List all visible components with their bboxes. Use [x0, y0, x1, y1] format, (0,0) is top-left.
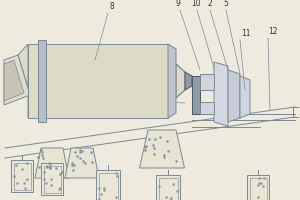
Bar — [38, 40, 46, 122]
Bar — [156, 175, 180, 200]
Bar — [158, 178, 178, 200]
Polygon shape — [4, 60, 24, 101]
Polygon shape — [228, 70, 240, 122]
Bar — [98, 172, 118, 200]
Text: 10: 10 — [191, 0, 201, 8]
Bar — [11, 160, 33, 192]
Text: 12: 12 — [268, 27, 278, 36]
Bar — [247, 175, 269, 200]
Polygon shape — [140, 130, 184, 168]
Polygon shape — [65, 148, 99, 178]
Polygon shape — [35, 148, 69, 178]
Polygon shape — [4, 55, 30, 105]
Bar — [41, 163, 63, 195]
Bar — [14, 162, 31, 190]
Polygon shape — [185, 72, 192, 90]
Text: 2: 2 — [208, 0, 212, 8]
Bar — [192, 76, 200, 114]
Text: 9: 9 — [176, 0, 180, 8]
Text: 11: 11 — [241, 29, 250, 38]
Text: 5: 5 — [224, 0, 228, 8]
Text: 8: 8 — [110, 2, 115, 11]
Polygon shape — [176, 64, 185, 98]
Polygon shape — [214, 62, 228, 126]
Bar — [200, 102, 214, 114]
Bar — [200, 74, 214, 90]
Bar — [44, 166, 61, 192]
Polygon shape — [168, 44, 176, 118]
Polygon shape — [240, 76, 250, 118]
Bar — [96, 170, 120, 200]
Bar — [28, 44, 168, 118]
Bar — [250, 178, 266, 200]
Polygon shape — [18, 44, 30, 118]
